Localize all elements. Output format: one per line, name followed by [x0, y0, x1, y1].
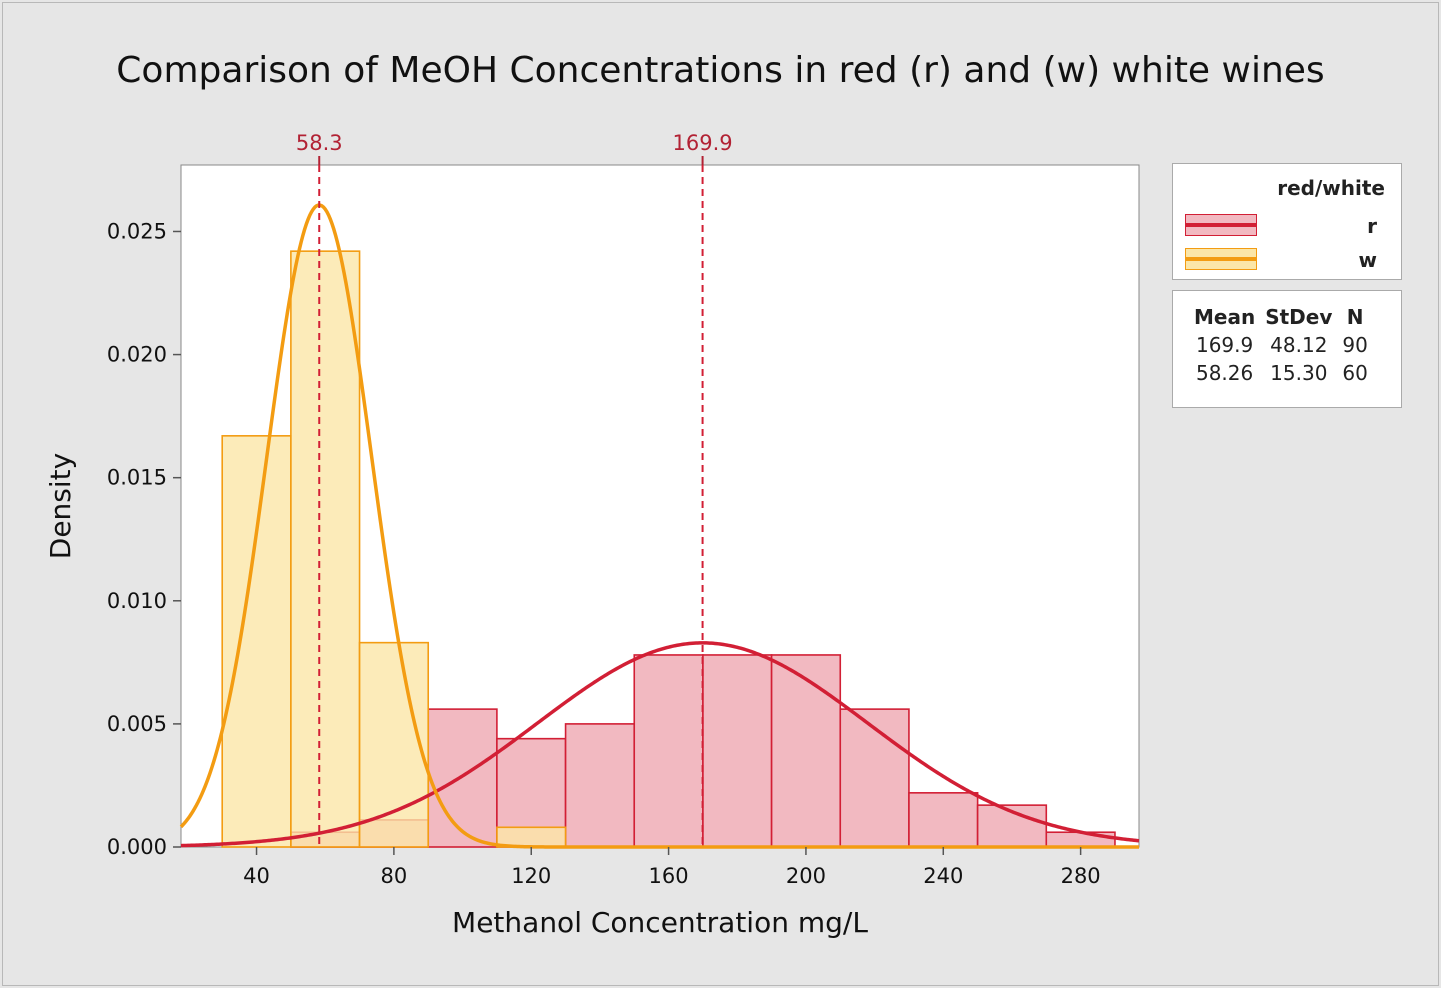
bar-r-2	[427, 708, 498, 848]
y-axis-label: Density	[44, 453, 77, 559]
density-curves	[179, 203, 1140, 849]
y-tick-label: 0.010	[107, 589, 167, 613]
bar-r-8	[839, 708, 910, 848]
x-tick-label: 40	[243, 864, 270, 888]
bar-r-4	[564, 723, 636, 848]
legend-title: red/white	[1277, 176, 1385, 200]
y-tick-label: 0.020	[107, 343, 167, 367]
bar-r-7	[770, 654, 842, 848]
bar-w-2	[358, 641, 430, 848]
stats-cell: 15.30	[1270, 361, 1328, 385]
density-curve-r	[180, 641, 1140, 848]
x-axis-label: Methanol Concentration mg/L	[452, 906, 868, 939]
chart-title: Comparison of MeOH Concentrations in red…	[116, 50, 1325, 91]
density-curve-w	[179, 203, 1139, 849]
stats-cell: 58.26	[1195, 361, 1254, 385]
bar-r-9	[908, 792, 979, 848]
stats-header-stdev: StDev	[1265, 305, 1333, 329]
stats-header-mean: Mean	[1194, 305, 1256, 329]
legend-swatch-r	[1185, 214, 1257, 236]
mean-label-w: 58.3	[296, 131, 343, 155]
bar-r-11	[1045, 831, 1116, 848]
y-tick-label: 0.000	[107, 835, 167, 859]
stats-table: Mean StDev N 169.9 48.12 90 58.26 15.30 …	[1172, 290, 1402, 408]
stats-cell: 60	[1342, 361, 1368, 385]
y-tick-label: 0.015	[107, 466, 167, 490]
bar-w-3	[496, 826, 567, 848]
x-tick-label: 280	[1061, 864, 1101, 888]
x-tick-label: 240	[923, 864, 963, 888]
legend-swatch-w	[1185, 248, 1257, 270]
mean-reference-lines: 169.9 58.3	[296, 131, 733, 847]
stats-cell: 169.9	[1195, 333, 1254, 357]
x-tick-label: 80	[381, 864, 408, 888]
bars-w	[221, 250, 567, 848]
legend-label-r: r	[1367, 214, 1377, 238]
legend-label-w: w	[1358, 248, 1377, 272]
x-tick-label: 200	[786, 864, 826, 888]
y-tick-label: 0.025	[107, 219, 167, 243]
stats-header-n: N	[1346, 305, 1364, 329]
stats-cell: 48.12	[1270, 333, 1328, 357]
y-tick-label: 0.005	[107, 712, 167, 736]
axes: 40 80 120 160 200 240 280 0.000 0.005 0.010 0.015 0…	[107, 219, 1101, 888]
legend: red/white r w	[1172, 163, 1402, 280]
stats-cell: 90	[1342, 333, 1368, 357]
bar-r-5	[633, 654, 704, 848]
stats-row-w: 58.26 15.30 60	[1189, 359, 1373, 387]
bar-r-6	[702, 654, 773, 848]
stats-row-r: 169.9 48.12 90	[1189, 331, 1373, 359]
x-tick-label: 160	[649, 864, 689, 888]
x-tick-label: 120	[511, 864, 551, 888]
bar-w-0	[221, 435, 292, 848]
bar-w-1	[290, 250, 361, 848]
mean-label-r: 169.9	[673, 131, 733, 155]
